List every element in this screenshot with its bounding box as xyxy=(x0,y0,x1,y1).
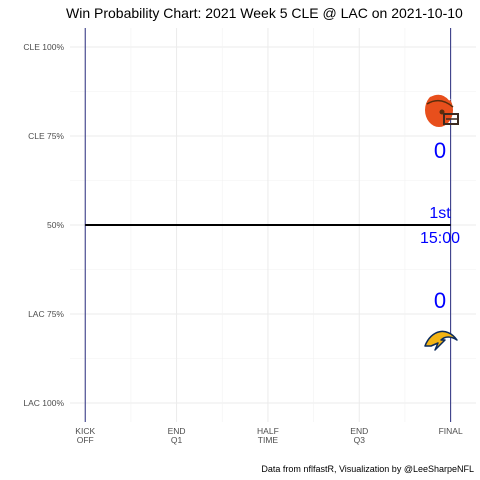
x-tick-label: HALF TIME xyxy=(257,426,279,445)
x-tick-label-line: Q1 xyxy=(171,435,183,445)
game-quarter: 1st xyxy=(429,205,451,222)
y-tick-label: LAC 75% xyxy=(28,309,64,319)
game-clock: 15:00 xyxy=(420,230,460,247)
y-tick-label: LAC 100% xyxy=(23,398,64,408)
x-tick-label-line: END xyxy=(350,426,368,436)
x-tick-label-line: END xyxy=(168,426,186,436)
x-tick-label: END Q3 xyxy=(350,426,368,445)
chargers-bolt-icon xyxy=(424,330,458,351)
chart-caption: Data from nflfastR, Visualization by @Le… xyxy=(261,464,474,474)
x-tick-label-line: FINAL xyxy=(439,426,463,436)
away-score: 0 xyxy=(434,138,446,163)
x-tick-label: KICK OFF xyxy=(75,426,95,445)
browns-helmet-icon xyxy=(425,92,459,127)
y-tick-label: CLE 100% xyxy=(23,42,64,52)
home-score: 0 xyxy=(434,288,446,313)
x-tick-label-line: HALF xyxy=(257,426,279,436)
x-tick-label-line: TIME xyxy=(258,435,279,445)
x-tick-label: FINAL xyxy=(439,426,463,436)
x-tick-label: END Q1 xyxy=(168,426,186,445)
x-tick-label-line: OFF xyxy=(77,435,94,445)
y-tick-label: CLE 75% xyxy=(28,131,64,141)
y-tick-label: 50% xyxy=(47,220,64,230)
y-axis-ticks: CLE 100% CLE 75% 50% LAC 75% LAC 100% xyxy=(23,42,64,408)
x-tick-label-line: Q3 xyxy=(354,435,366,445)
chart-title: Win Probability Chart: 2021 Week 5 CLE @… xyxy=(66,5,463,21)
x-tick-label-line: KICK xyxy=(75,426,95,436)
